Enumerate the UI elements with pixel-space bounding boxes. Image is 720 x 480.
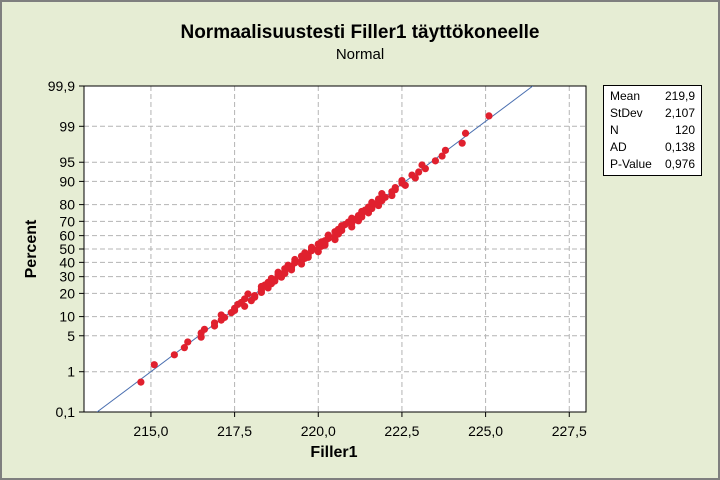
stats-value: 0,976	[664, 157, 695, 171]
y-tick-label: 1	[67, 364, 75, 380]
data-point	[244, 290, 252, 298]
data-point	[210, 319, 219, 327]
data-point	[217, 311, 225, 319]
chart-subtitle: Normal	[335, 46, 385, 63]
data-point	[485, 112, 493, 120]
stats-row-stdev: StDev 2,107	[604, 105, 701, 122]
y-tick-label: 40	[59, 254, 75, 270]
x-tick-label: 220,0	[301, 423, 336, 439]
data-point	[324, 231, 332, 239]
data-point	[398, 176, 406, 185]
stats-row-pvalue: P-Value 0,976	[604, 156, 701, 173]
y-tick-label: 60	[59, 228, 75, 244]
data-point	[378, 190, 386, 198]
data-point	[418, 161, 426, 169]
y-tick-label: 30	[59, 269, 75, 285]
stats-row-n: N 120	[604, 122, 701, 139]
data-point	[284, 261, 292, 269]
data-point	[150, 361, 158, 369]
x-tick-label: 222,5	[384, 423, 419, 439]
data-point	[438, 152, 446, 160]
y-tick-label: 90	[59, 173, 75, 189]
y-tick-label: 95	[59, 154, 75, 170]
data-point	[267, 274, 276, 283]
x-tick-label: 227,5	[552, 423, 587, 439]
data-point	[200, 325, 209, 333]
data-point	[301, 249, 309, 257]
stats-label: N	[610, 123, 619, 137]
data-point	[374, 195, 383, 203]
x-tick-label: 215,0	[133, 423, 168, 439]
stats-box: Mean 219,9 StDev 2,107 N 120 AD 0,138 P-…	[603, 85, 702, 176]
data-point	[408, 171, 416, 179]
data-point	[251, 291, 259, 300]
x-axis-title: Filler1	[310, 444, 357, 461]
data-point	[415, 168, 423, 176]
plot-border	[83, 85, 587, 413]
data-point	[431, 157, 439, 165]
y-tick-label: 70	[59, 213, 75, 229]
x-tick-label: 217,5	[217, 423, 252, 439]
data-point	[458, 139, 466, 147]
y-tick-label: 99	[59, 118, 75, 134]
stats-value: 219,9	[664, 89, 695, 103]
y-tick-label: 0,1	[56, 404, 76, 420]
chart-title: Normaalisuustesti Filler1 täyttökoneelle	[180, 22, 540, 43]
y-tick-label: 5	[67, 328, 75, 344]
stats-row-mean: Mean 219,9	[604, 88, 701, 105]
y-tick-label: 50	[59, 241, 75, 257]
data-point	[170, 351, 178, 359]
stats-label: AD	[610, 140, 627, 154]
stats-row-ad: AD 0,138	[604, 139, 701, 156]
stats-value: 0,138	[664, 140, 695, 154]
data-point	[368, 198, 376, 207]
stats-label: P-Value	[610, 157, 652, 171]
y-axis-title: Percent	[23, 219, 40, 278]
data-point	[391, 183, 399, 192]
data-point	[348, 214, 356, 222]
x-tick-label: 225,0	[468, 423, 503, 439]
y-tick-label: 10	[59, 309, 75, 325]
data-point	[307, 243, 316, 251]
data-point	[291, 255, 299, 264]
y-tick-label: 99,9	[48, 78, 75, 94]
data-point	[180, 344, 188, 352]
stats-value: 120	[674, 123, 695, 137]
data-point	[184, 338, 192, 346]
data-point	[461, 129, 470, 137]
data-point	[441, 146, 450, 154]
y-tick-label: 20	[59, 285, 75, 301]
data-point	[274, 268, 282, 276]
y-tick-label: 80	[59, 197, 75, 213]
stats-label: Mean	[610, 89, 641, 103]
data-point	[137, 378, 145, 386]
stats-value: 2,107	[664, 106, 695, 120]
stats-label: StDev	[610, 106, 643, 120]
